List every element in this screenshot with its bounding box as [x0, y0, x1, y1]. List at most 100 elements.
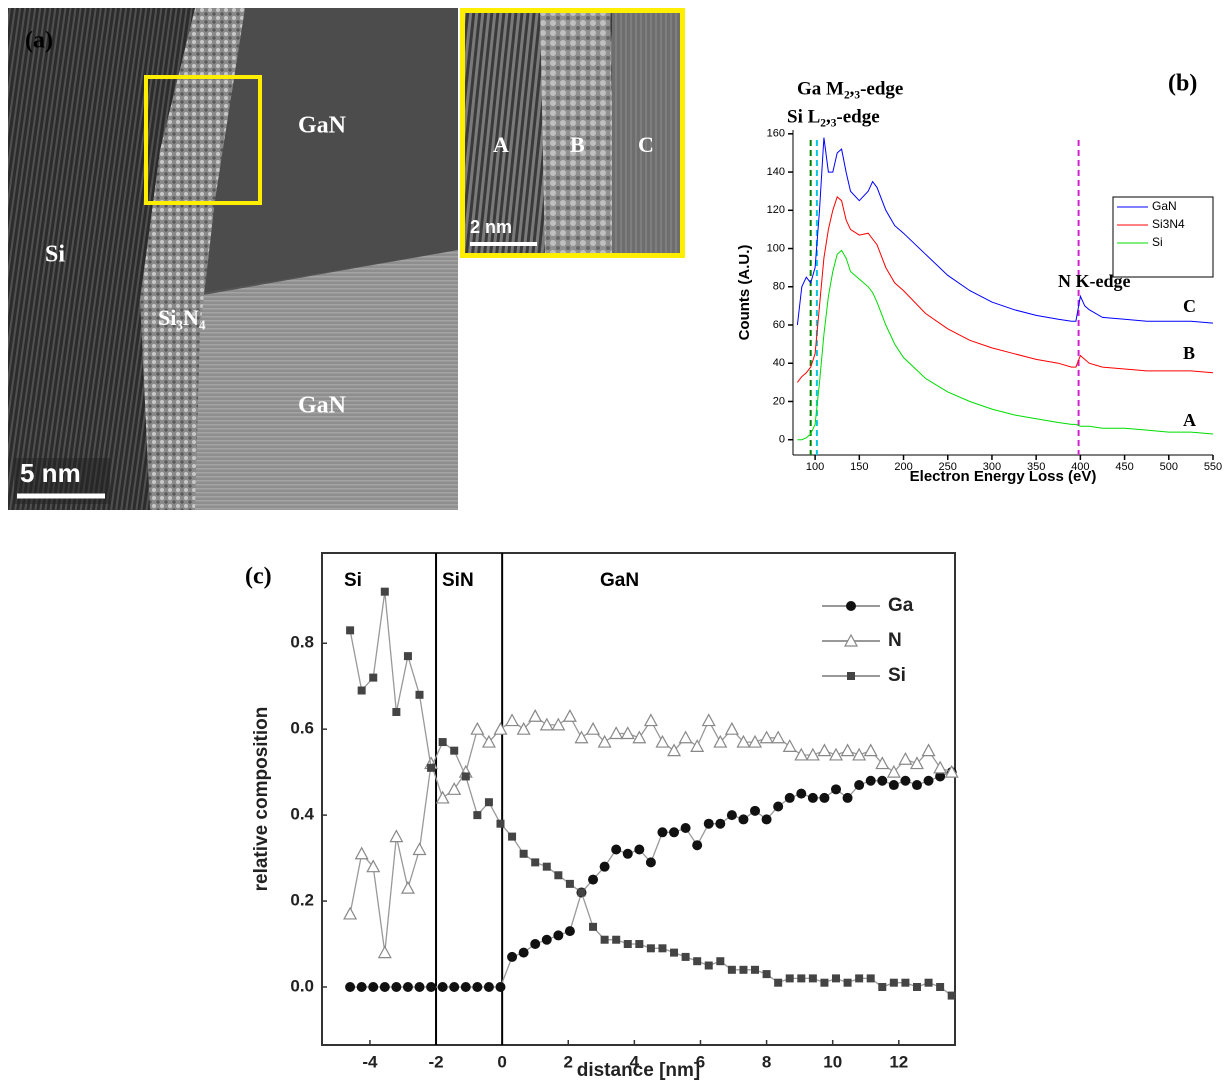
annotation: A	[1183, 410, 1196, 430]
data-point	[564, 926, 575, 937]
data-point	[415, 690, 424, 699]
data-point	[704, 961, 713, 970]
data-point	[461, 772, 470, 781]
data-point	[472, 981, 483, 992]
data-point	[507, 951, 518, 962]
data-point	[703, 818, 714, 829]
legend-marker	[843, 633, 859, 647]
inset-c	[612, 8, 685, 258]
data-point	[866, 974, 875, 983]
data-point	[435, 790, 450, 804]
data-point	[554, 871, 563, 880]
data-point	[574, 730, 589, 744]
data-point	[600, 935, 609, 944]
data-point	[426, 981, 437, 992]
data-point	[599, 861, 610, 872]
data-point	[877, 775, 888, 786]
annotation: N K-edge	[1058, 271, 1130, 291]
data-point	[840, 743, 855, 757]
data-point	[483, 981, 494, 992]
y-tick-label: 0.6	[290, 719, 314, 738]
annotation: GaN	[600, 570, 639, 591]
data-point	[828, 747, 844, 761]
data-point	[541, 934, 552, 945]
data-point	[785, 974, 794, 983]
data-point	[944, 764, 959, 778]
data-point	[784, 792, 795, 803]
series-line	[796, 137, 1214, 326]
data-point	[819, 792, 830, 803]
data-point	[565, 879, 574, 888]
data-point	[912, 982, 921, 991]
y-tick-label: 0.4	[290, 805, 314, 824]
data-point	[794, 747, 809, 761]
inset-frame	[460, 8, 685, 258]
x-tick-label: 200	[894, 461, 912, 473]
data-point	[343, 906, 358, 920]
data-point	[878, 982, 887, 991]
data-point	[369, 673, 378, 682]
data-point	[796, 788, 807, 799]
data-point	[655, 734, 670, 748]
data-point	[345, 981, 356, 992]
data-point	[645, 857, 656, 868]
y-tick-label: 0.2	[290, 891, 314, 910]
y-axis-label: relative composition	[251, 707, 272, 892]
data-point	[460, 981, 471, 992]
data-point	[693, 957, 702, 966]
panel-label: (a)	[25, 28, 53, 54]
x-tick-label: 500	[1160, 461, 1178, 473]
data-point	[368, 981, 379, 992]
data-point	[888, 780, 899, 791]
region-label: GaN	[298, 113, 347, 139]
data-point	[909, 756, 924, 770]
x-tick-label: 450	[1115, 461, 1133, 473]
data-point	[669, 827, 680, 838]
data-point	[403, 652, 412, 661]
legend-label: N	[888, 630, 902, 651]
data-point	[782, 739, 797, 752]
data-point	[562, 709, 577, 722]
data-point	[391, 981, 402, 992]
data-point	[380, 587, 389, 596]
data-point	[820, 978, 829, 987]
data-point	[495, 981, 506, 992]
data-point	[678, 730, 693, 744]
gan-upper	[160, 8, 458, 300]
data-point	[923, 775, 934, 786]
data-point	[716, 957, 725, 966]
data-point	[727, 965, 736, 974]
data-point	[807, 792, 818, 803]
data-point	[875, 756, 890, 770]
data-point	[634, 844, 645, 855]
annotation: B	[1183, 343, 1195, 363]
data-point	[620, 726, 635, 740]
data-point	[762, 970, 771, 979]
data-point	[889, 978, 898, 987]
legend-label: Si3N4	[1152, 217, 1185, 231]
x-tick-label: 150	[850, 461, 868, 473]
si-region	[8, 8, 195, 510]
data-point	[609, 726, 624, 740]
data-point	[389, 829, 404, 843]
series-line	[349, 591, 953, 997]
data-point	[901, 978, 910, 987]
data-point	[667, 743, 682, 757]
x-axis-label: Electron Energy Loss (eV)	[910, 468, 1097, 485]
data-point	[831, 784, 842, 795]
region-label: Si₃N₄	[158, 305, 206, 330]
inset-label: A	[493, 132, 509, 157]
annotation: SiN	[442, 570, 474, 591]
data-point	[346, 626, 355, 635]
y-tick-label: 0	[779, 434, 785, 446]
x-axis-label: distance [nm]	[577, 1060, 701, 1081]
data-point	[622, 848, 633, 859]
legend-label: Ga	[888, 595, 914, 616]
data-point	[738, 814, 749, 825]
y-tick-label: 120	[767, 204, 785, 216]
data-point	[542, 862, 551, 871]
data-point	[724, 721, 739, 735]
x-tick-label: -4	[362, 1052, 378, 1071]
